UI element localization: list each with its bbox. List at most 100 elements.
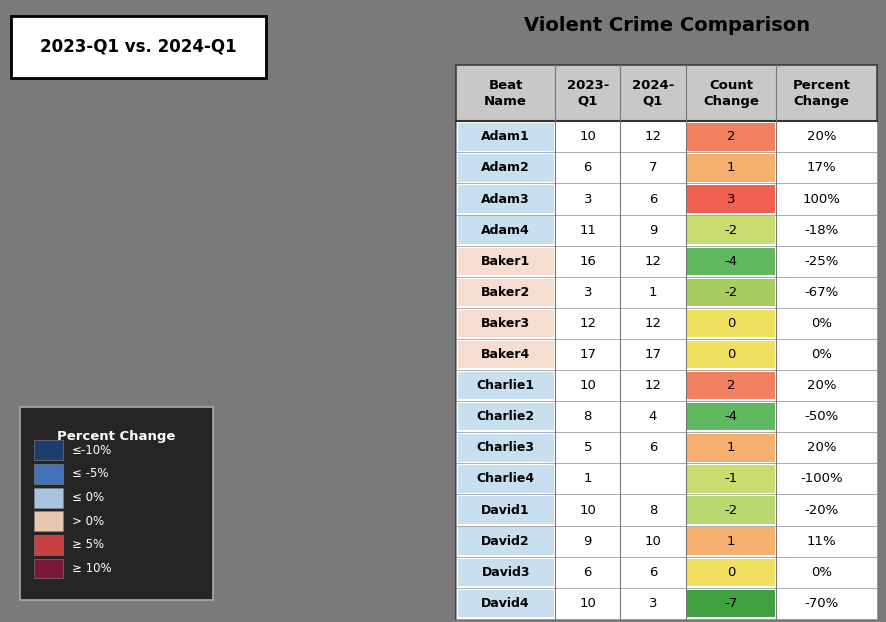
FancyBboxPatch shape <box>687 341 775 368</box>
FancyBboxPatch shape <box>687 248 775 275</box>
Text: -20%: -20% <box>804 504 838 516</box>
Text: 10: 10 <box>579 379 596 392</box>
Text: 3: 3 <box>584 286 592 299</box>
Text: Baker2: Baker2 <box>481 286 531 299</box>
Text: Baker4: Baker4 <box>481 348 531 361</box>
FancyBboxPatch shape <box>456 588 877 619</box>
FancyBboxPatch shape <box>687 434 775 462</box>
FancyBboxPatch shape <box>687 527 775 555</box>
Text: -67%: -67% <box>804 286 838 299</box>
Text: Baker3: Baker3 <box>481 317 530 330</box>
Text: 12: 12 <box>644 131 662 143</box>
FancyBboxPatch shape <box>456 494 877 526</box>
Text: 2023-Q1 vs. 2024-Q1: 2023-Q1 vs. 2024-Q1 <box>41 38 237 55</box>
FancyBboxPatch shape <box>457 496 554 524</box>
Text: Percent
Change: Percent Change <box>792 79 851 108</box>
Text: 0: 0 <box>727 566 735 578</box>
Text: 3: 3 <box>727 193 735 205</box>
Text: 17: 17 <box>579 348 596 361</box>
Text: 12: 12 <box>644 255 662 267</box>
Text: Baker1: Baker1 <box>481 255 531 267</box>
FancyBboxPatch shape <box>34 511 63 531</box>
Text: David4: David4 <box>481 597 530 610</box>
Text: 17: 17 <box>644 348 662 361</box>
Text: 11: 11 <box>579 224 596 236</box>
FancyBboxPatch shape <box>457 248 554 275</box>
FancyBboxPatch shape <box>34 535 63 555</box>
Text: Beat
Name: Beat Name <box>485 79 527 108</box>
FancyBboxPatch shape <box>687 310 775 337</box>
Text: -2: -2 <box>724 504 737 516</box>
Text: Count
Change: Count Change <box>703 79 759 108</box>
FancyBboxPatch shape <box>687 372 775 399</box>
Text: -70%: -70% <box>804 597 838 610</box>
Text: Percent Change: Percent Change <box>57 430 175 443</box>
FancyBboxPatch shape <box>687 496 775 524</box>
Text: -25%: -25% <box>804 255 839 267</box>
Text: 9: 9 <box>584 535 592 547</box>
Text: > 0%: > 0% <box>72 515 104 527</box>
Text: 12: 12 <box>644 379 662 392</box>
FancyBboxPatch shape <box>457 590 554 617</box>
Text: Violent Crime Comparison: Violent Crime Comparison <box>524 16 810 35</box>
Text: -18%: -18% <box>804 224 838 236</box>
Text: 6: 6 <box>649 442 657 454</box>
Text: 100%: 100% <box>803 193 841 205</box>
Text: -1: -1 <box>724 473 737 485</box>
Text: ≤ 0%: ≤ 0% <box>72 491 104 504</box>
Text: 2023-
Q1: 2023- Q1 <box>566 79 609 108</box>
Text: 3: 3 <box>584 193 592 205</box>
FancyBboxPatch shape <box>20 407 213 600</box>
FancyBboxPatch shape <box>456 215 877 246</box>
Text: -7: -7 <box>724 597 737 610</box>
FancyBboxPatch shape <box>456 246 877 277</box>
FancyBboxPatch shape <box>457 123 554 151</box>
FancyBboxPatch shape <box>687 154 775 182</box>
Text: 11%: 11% <box>806 535 836 547</box>
Text: -2: -2 <box>724 286 737 299</box>
FancyBboxPatch shape <box>457 341 554 368</box>
Text: 7: 7 <box>649 162 657 174</box>
Text: 0: 0 <box>727 348 735 361</box>
Text: -4: -4 <box>725 411 737 423</box>
FancyBboxPatch shape <box>456 65 877 619</box>
Text: 2024-
Q1: 2024- Q1 <box>632 79 674 108</box>
Text: 20%: 20% <box>806 131 836 143</box>
FancyBboxPatch shape <box>457 372 554 399</box>
FancyBboxPatch shape <box>456 401 877 432</box>
Text: 3: 3 <box>649 597 657 610</box>
FancyBboxPatch shape <box>457 465 554 493</box>
FancyBboxPatch shape <box>687 465 775 493</box>
Text: 2: 2 <box>727 379 735 392</box>
Text: David2: David2 <box>481 535 530 547</box>
FancyBboxPatch shape <box>457 154 554 182</box>
Text: 0: 0 <box>727 317 735 330</box>
FancyBboxPatch shape <box>457 310 554 337</box>
Text: -100%: -100% <box>800 473 843 485</box>
Text: -50%: -50% <box>804 411 838 423</box>
Text: 8: 8 <box>649 504 657 516</box>
Text: 16: 16 <box>579 255 596 267</box>
FancyBboxPatch shape <box>456 308 877 339</box>
Text: Adam1: Adam1 <box>481 131 530 143</box>
FancyBboxPatch shape <box>457 403 554 430</box>
Text: Adam4: Adam4 <box>481 224 530 236</box>
Text: 0%: 0% <box>811 317 832 330</box>
FancyBboxPatch shape <box>12 16 266 78</box>
Text: 4: 4 <box>649 411 657 423</box>
FancyBboxPatch shape <box>456 557 877 588</box>
Text: 1: 1 <box>727 162 735 174</box>
Text: Adam3: Adam3 <box>481 193 530 205</box>
FancyBboxPatch shape <box>456 463 877 494</box>
Text: 10: 10 <box>579 597 596 610</box>
Text: 20%: 20% <box>806 379 836 392</box>
Text: 6: 6 <box>584 162 592 174</box>
Text: ≥ 10%: ≥ 10% <box>72 562 112 575</box>
Text: Adam2: Adam2 <box>481 162 530 174</box>
FancyBboxPatch shape <box>456 277 877 308</box>
FancyBboxPatch shape <box>456 152 877 183</box>
FancyBboxPatch shape <box>687 559 775 586</box>
Text: Charlie2: Charlie2 <box>477 411 535 423</box>
Text: 6: 6 <box>649 193 657 205</box>
FancyBboxPatch shape <box>457 185 554 213</box>
